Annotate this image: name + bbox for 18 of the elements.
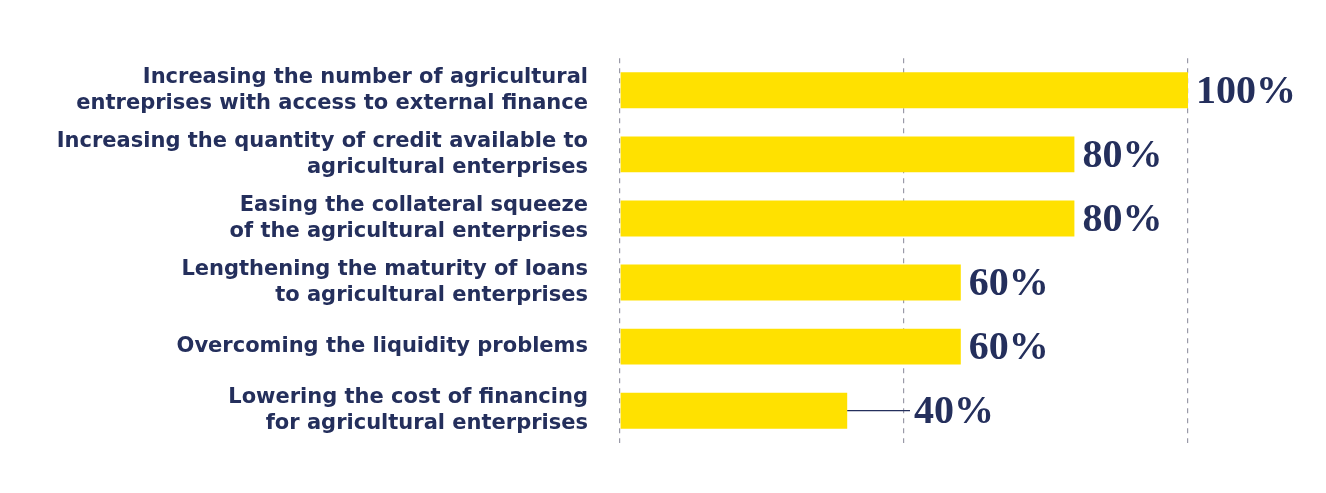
y-tick-label: Lengthening the maturity of loans to agricultural enterprises: [181, 255, 588, 307]
y-tick-label: Lowering the cost of financing for agricultural enterprises: [228, 384, 588, 435]
data-label: 80%: [1082, 130, 1163, 176]
data-label: 100%: [1196, 66, 1296, 112]
bar: [620, 392, 848, 429]
data-label: 60%: [968, 258, 1049, 304]
bar: [620, 136, 1075, 173]
y-tick-label: Increasing the number of agricultural entreprises with access to external finance: [76, 63, 588, 114]
data-label: 80%: [1082, 194, 1163, 240]
y-tick-label: Overcoming the liquidity problems: [176, 333, 588, 358]
bar: [620, 72, 1188, 109]
bar: [620, 264, 961, 301]
bar: [620, 328, 961, 365]
data-label: 60%: [968, 322, 1049, 368]
bar: [620, 200, 1075, 237]
y-tick-label: Increasing the quantity of credit available to agricultural enterprises: [56, 127, 588, 178]
data-label: 40%: [914, 387, 994, 433]
y-tick-label: Easing the collateral squeeze of the agricultural enterprises: [229, 191, 588, 243]
